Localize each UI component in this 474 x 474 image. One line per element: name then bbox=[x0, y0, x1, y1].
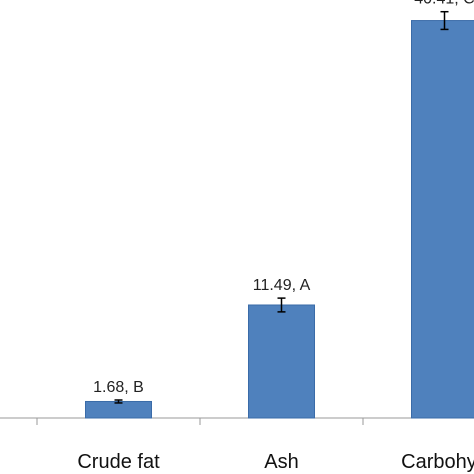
x-tick-label: Carbohyd bbox=[401, 451, 474, 473]
bar bbox=[248, 304, 315, 419]
bar bbox=[85, 400, 152, 419]
data-label: 40.41, C bbox=[414, 0, 474, 8]
bar bbox=[411, 20, 474, 419]
data-label: 1.68, B bbox=[93, 379, 144, 396]
x-tick-label: Ash bbox=[264, 451, 298, 473]
data-label: 11.49, A bbox=[253, 277, 311, 294]
x-tick-label: Crude fat bbox=[77, 451, 160, 473]
